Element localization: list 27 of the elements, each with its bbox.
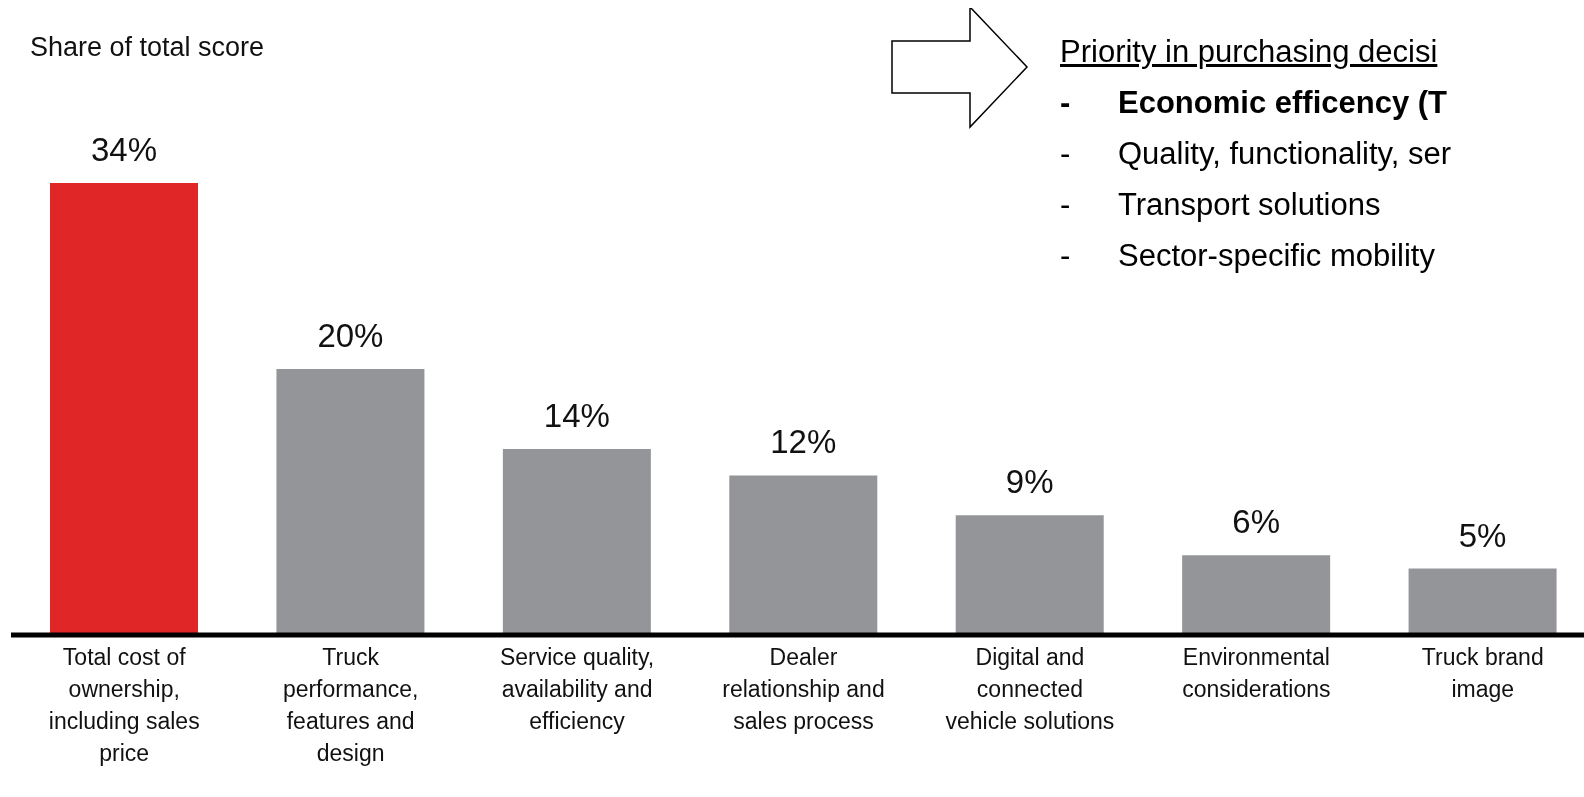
- data-label: 9%: [1005, 463, 1054, 501]
- x-tick-label: Truck performance, features and design: [282, 644, 419, 766]
- bar: [729, 475, 878, 635]
- data-label: 34%: [90, 131, 158, 168]
- bar: [50, 183, 198, 635]
- x-tick-label: Total cost of ownership, including sales price: [48, 644, 200, 766]
- data-label: 12%: [770, 423, 837, 461]
- data-label: 14%: [543, 396, 610, 434]
- bar: [502, 448, 651, 635]
- x-tick-label: Environmental considerations: [1182, 644, 1331, 702]
- bar: [955, 515, 1104, 635]
- text: - Transport solutions: [1060, 187, 1381, 222]
- text: - Sector-specific mobility: [1060, 238, 1435, 273]
- x-tick-label: Dealer relationship and sales process: [722, 644, 885, 734]
- data-label: 20%: [317, 317, 384, 355]
- text: - Quality, functionality, ser: [1060, 136, 1452, 171]
- bar: [276, 369, 425, 635]
- y-axis-title: Share of total score: [30, 32, 265, 63]
- x-tick-label: Digital and connected vehicle solutions: [945, 644, 1115, 734]
- x-tick-label: Service quality, availability and efficiency: [499, 644, 655, 734]
- data-label: 5%: [1458, 516, 1507, 554]
- data-label: 6%: [1232, 503, 1280, 541]
- text: Priority in purchasing decisi: [1060, 33, 1439, 71]
- bar: [1408, 568, 1557, 635]
- text: - Economic efficency (T: [1060, 85, 1448, 120]
- x-tick-label: Truck brand image: [1421, 644, 1544, 702]
- bar: [1182, 555, 1331, 635]
